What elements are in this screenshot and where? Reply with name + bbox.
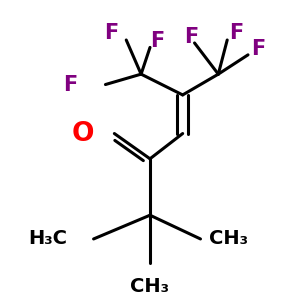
Text: CH₃: CH₃: [209, 230, 248, 248]
Text: F: F: [63, 74, 77, 94]
Text: F: F: [150, 32, 164, 52]
Text: F: F: [229, 22, 243, 43]
Text: F: F: [184, 27, 199, 47]
Text: H₃C: H₃C: [28, 230, 67, 248]
Text: CH₃: CH₃: [130, 277, 170, 296]
Text: F: F: [104, 22, 118, 43]
Text: O: O: [72, 121, 94, 146]
Text: F: F: [251, 39, 266, 59]
